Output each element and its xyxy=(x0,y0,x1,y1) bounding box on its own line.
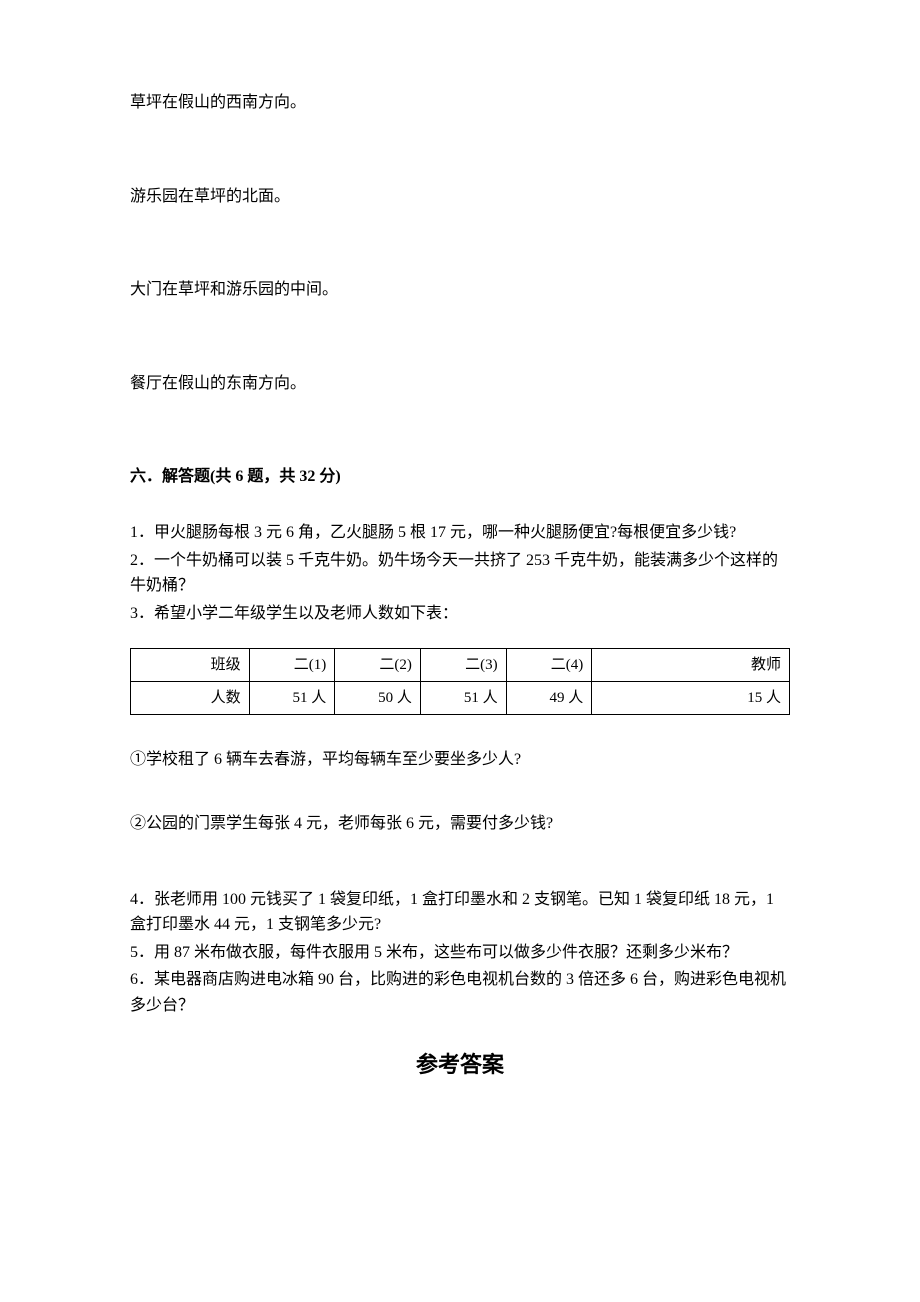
table-cell: 班级 xyxy=(131,649,250,682)
table-cell: 49 人 xyxy=(506,682,592,715)
table-cell: 50 人 xyxy=(335,682,421,715)
student-teacher-table: 班级 二(1) 二(2) 二(3) 二(4) 教师 人数 51 人 50 人 5… xyxy=(130,648,790,715)
section-6-header: 六．解答题(共 6 题，共 32 分) xyxy=(130,464,790,490)
question-3a: ①学校租了 6 辆车去春游，平均每辆车至少要坐多少人? xyxy=(130,747,790,773)
direction-text-4: 餐厅在假山的东南方向。 xyxy=(130,371,790,397)
table-cell: 二(2) xyxy=(335,649,421,682)
direction-text-1: 草坪在假山的西南方向。 xyxy=(130,90,790,116)
question-4: 4．张老师用 100 元钱买了 1 袋复印纸，1 盒打印墨水和 2 支钢笔。已知… xyxy=(130,887,790,938)
question-6: 6．某电器商店购进电冰箱 90 台，比购进的彩色电视机台数的 3 倍还多 6 台… xyxy=(130,967,790,1018)
question-2: 2．一个牛奶桶可以装 5 千克牛奶。奶牛场今天一共挤了 253 千克牛奶，能装满… xyxy=(130,548,790,599)
table-cell: 教师 xyxy=(592,649,790,682)
table-cell: 15 人 xyxy=(592,682,790,715)
table-cell: 51 人 xyxy=(420,682,506,715)
direction-text-3: 大门在草坪和游乐园的中间。 xyxy=(130,277,790,303)
table-cell: 51 人 xyxy=(249,682,335,715)
table-row: 人数 51 人 50 人 51 人 49 人 15 人 xyxy=(131,682,790,715)
table-cell: 二(4) xyxy=(506,649,592,682)
table-row: 班级 二(1) 二(2) 二(3) 二(4) 教师 xyxy=(131,649,790,682)
table-cell: 二(3) xyxy=(420,649,506,682)
direction-text-2: 游乐园在草坪的北面。 xyxy=(130,184,790,210)
question-3: 3．希望小学二年级学生以及老师人数如下表： xyxy=(130,601,790,627)
question-5: 5．用 87 米布做衣服，每件衣服用 5 米布，这些布可以做多少件衣服？还剩多少… xyxy=(130,940,790,966)
question-3b: ②公园的门票学生每张 4 元，老师每张 6 元，需要付多少钱? xyxy=(130,811,790,837)
question-1: 1．甲火腿肠每根 3 元 6 角，乙火腿肠 5 根 17 元，哪一种火腿肠便宜?… xyxy=(130,520,790,546)
table-cell: 人数 xyxy=(131,682,250,715)
table-cell: 二(1) xyxy=(249,649,335,682)
answer-section-header: 参考答案 xyxy=(130,1047,790,1082)
